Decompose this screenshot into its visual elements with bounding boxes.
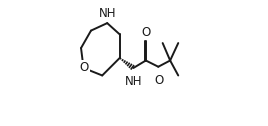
Text: O: O xyxy=(154,74,163,87)
Text: O: O xyxy=(141,26,150,39)
Text: O: O xyxy=(79,61,88,74)
Text: NH: NH xyxy=(98,7,116,20)
Text: NH: NH xyxy=(125,75,143,88)
